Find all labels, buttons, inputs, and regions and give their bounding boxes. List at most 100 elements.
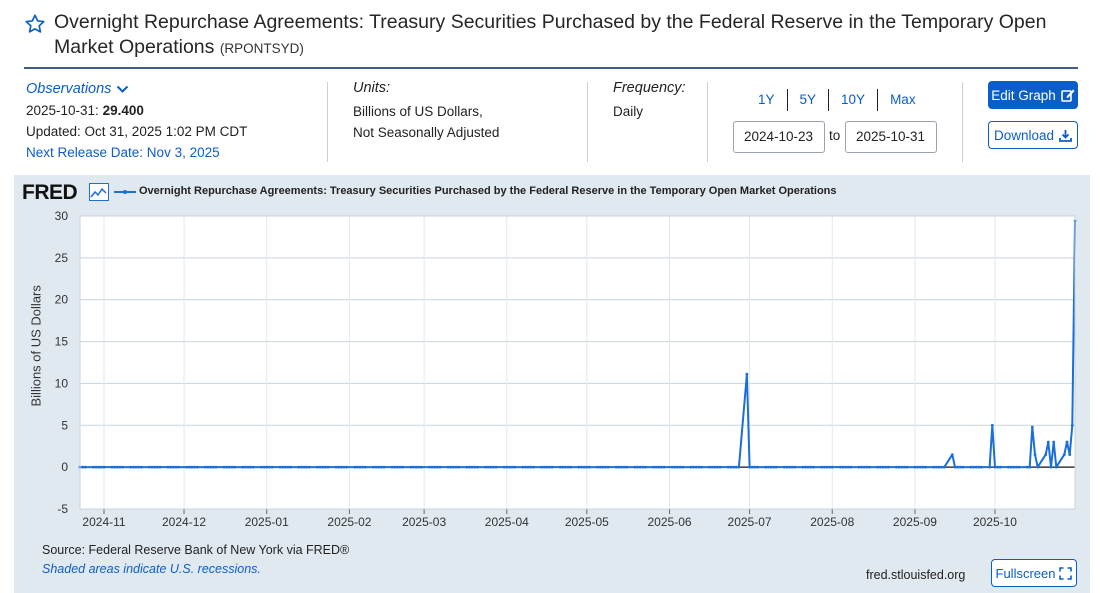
data-point	[769, 465, 773, 469]
frequency-panel: Frequency: Daily	[613, 78, 686, 122]
data-point	[99, 465, 103, 469]
data-point	[345, 465, 349, 469]
fred-logo-text: FRED	[22, 181, 78, 204]
data-point	[540, 465, 543, 469]
units-label: Units:	[353, 80, 391, 96]
observation-value: 29.400	[102, 103, 144, 118]
data-point	[678, 465, 682, 469]
end-date-input[interactable]: 2025-10-31	[845, 121, 937, 153]
range-5y-button[interactable]: 5Y	[788, 89, 830, 111]
data-point	[297, 465, 301, 469]
data-point	[278, 465, 282, 469]
data-point	[377, 465, 381, 469]
data-point	[94, 465, 98, 469]
data-point	[281, 465, 285, 469]
data-point	[878, 465, 882, 469]
observation-date: 2025-10-31:	[26, 103, 99, 118]
data-point	[428, 465, 431, 469]
data-point	[828, 465, 831, 469]
data-point	[636, 465, 639, 469]
data-point	[1025, 465, 1029, 469]
data-point	[766, 465, 770, 469]
data-point	[364, 465, 367, 469]
data-point	[468, 465, 471, 469]
data-point	[694, 465, 698, 469]
data-point	[342, 465, 346, 469]
data-point	[782, 465, 786, 469]
data-point	[1017, 465, 1021, 469]
data-point	[284, 465, 287, 469]
data-point	[316, 465, 319, 469]
range-10y-button[interactable]: 10Y	[829, 89, 879, 111]
data-point	[321, 465, 325, 469]
range-max-button[interactable]: Max	[890, 92, 916, 107]
x-tick-label: 2024-12	[162, 515, 206, 529]
frequency-value: Daily	[613, 104, 644, 119]
data-point	[1030, 425, 1034, 429]
edit-graph-button[interactable]: Edit Graph	[988, 81, 1078, 109]
x-tick-label: 2024-11	[82, 515, 125, 529]
data-point	[804, 465, 807, 469]
data-point	[150, 465, 154, 469]
data-point	[606, 465, 610, 469]
updated-text: Updated: Oct 31, 2025 1:02 PM CDT	[26, 124, 248, 139]
data-point	[894, 465, 898, 469]
data-point	[1068, 453, 1072, 456]
data-point	[382, 465, 386, 469]
data-point	[97, 465, 101, 469]
data-point	[473, 465, 477, 469]
data-point	[206, 465, 210, 469]
data-point	[812, 465, 815, 469]
data-point	[601, 465, 605, 469]
data-point	[820, 465, 823, 469]
data-point	[806, 465, 810, 469]
data-point	[91, 465, 95, 469]
data-point	[660, 465, 663, 469]
data-point	[996, 465, 999, 469]
edit-icon	[1060, 89, 1075, 102]
data-point	[729, 465, 733, 469]
next-release-link[interactable]: Next Release Date: Nov 3, 2025	[26, 145, 220, 160]
data-point	[326, 465, 330, 469]
data-point	[697, 465, 701, 469]
fullscreen-icon	[1059, 566, 1073, 580]
download-icon	[1059, 129, 1072, 142]
data-point	[137, 465, 141, 469]
data-point	[990, 423, 994, 427]
data-point	[993, 465, 997, 469]
data-point	[625, 465, 629, 469]
data-point	[230, 465, 234, 469]
data-point	[716, 465, 719, 469]
data-point	[710, 465, 714, 469]
start-date-input[interactable]: 2024-10-23	[733, 121, 825, 153]
range-1y-button[interactable]: 1Y	[746, 89, 788, 111]
data-point	[172, 465, 175, 469]
y-tick-label: 0	[61, 460, 68, 474]
fred-url[interactable]: fred.stlouisfed.org	[866, 568, 966, 582]
data-point	[270, 465, 274, 469]
star-icon[interactable]	[24, 13, 46, 35]
frequency-label: Frequency:	[613, 80, 686, 96]
data-point	[737, 465, 741, 469]
data-point	[286, 465, 290, 469]
data-point	[1036, 465, 1040, 469]
data-point	[484, 465, 487, 469]
data-point	[862, 465, 866, 469]
y-tick-label: -5	[57, 502, 68, 516]
data-point	[222, 465, 226, 469]
data-point	[857, 465, 861, 469]
data-point	[252, 465, 255, 469]
data-point	[745, 372, 749, 376]
data-point	[785, 465, 789, 469]
fullscreen-button[interactable]: Fullscreen	[991, 559, 1077, 587]
data-point	[358, 465, 362, 469]
data-point	[300, 465, 303, 469]
data-point	[617, 465, 621, 469]
data-point	[353, 465, 357, 469]
download-button[interactable]: Download	[988, 121, 1078, 149]
data-point	[764, 465, 767, 469]
data-point	[374, 465, 378, 469]
source-text: Source: Federal Reserve Bank of New York…	[42, 543, 350, 557]
observations-dropdown[interactable]: Observations	[26, 79, 129, 100]
